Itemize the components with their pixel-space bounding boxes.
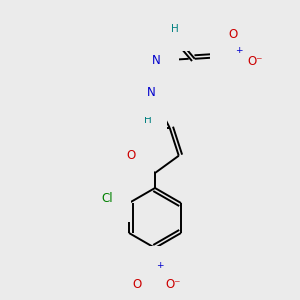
Text: H: H: [141, 54, 148, 64]
Text: +: +: [235, 46, 242, 55]
Text: O⁻: O⁻: [247, 55, 262, 68]
Text: N: N: [228, 50, 237, 63]
Text: H: H: [171, 24, 178, 34]
Text: H: H: [153, 14, 160, 24]
Text: +: +: [156, 260, 164, 269]
Text: N: N: [151, 263, 159, 277]
Text: O: O: [228, 28, 237, 41]
Text: N: N: [152, 54, 161, 67]
Text: N: N: [162, 20, 171, 33]
Text: Cl: Cl: [101, 191, 113, 205]
Text: O: O: [132, 278, 142, 290]
Text: H: H: [144, 115, 152, 125]
Text: O⁻: O⁻: [165, 278, 181, 290]
Text: O: O: [127, 149, 136, 162]
Text: N: N: [147, 86, 156, 99]
